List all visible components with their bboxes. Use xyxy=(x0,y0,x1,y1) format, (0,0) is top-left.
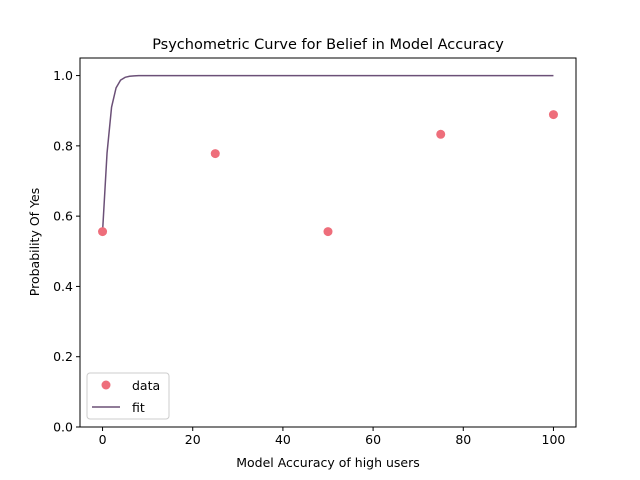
x-tick-label: 100 xyxy=(542,432,566,447)
x-axis-ticks: 0 20 40 60 80 100 xyxy=(99,427,566,447)
x-tick-label: 40 xyxy=(275,432,291,447)
y-tick-label: 0.8 xyxy=(53,138,73,153)
x-tick-label: 80 xyxy=(455,432,471,447)
legend-label-fit: fit xyxy=(132,400,145,415)
data-point xyxy=(548,110,558,120)
x-tick-label: 20 xyxy=(185,432,201,447)
data-point xyxy=(323,227,333,237)
legend-label-data: data xyxy=(132,378,160,393)
y-tick-label: 0.4 xyxy=(53,279,73,294)
x-tick-label: 60 xyxy=(365,432,381,447)
fit-line xyxy=(101,74,554,232)
x-tick-label: 0 xyxy=(99,432,107,447)
legend-marker-data xyxy=(101,380,111,390)
y-axis-label: Probability Of Yes xyxy=(27,188,42,296)
y-tick-label: 1.0 xyxy=(53,68,73,83)
series-layer xyxy=(98,74,558,237)
data-point xyxy=(210,149,220,159)
data-point xyxy=(98,227,108,237)
y-tick-label: 0.0 xyxy=(53,420,73,435)
y-axis-ticks: 0.0 0.2 0.4 0.6 0.8 1.0 xyxy=(53,68,80,435)
axes-frame xyxy=(79,57,577,428)
plot-area: 0 20 40 60 80 100 0.0 0.2 0.4 0.6 0.8 1.0 xyxy=(53,57,577,447)
x-axis-label: Model Accuracy of high users xyxy=(236,455,420,470)
data-point xyxy=(436,129,446,139)
chart-title: Psychometric Curve for Belief in Model A… xyxy=(152,37,504,53)
y-tick-label: 0.6 xyxy=(53,209,73,224)
y-tick-label: 0.2 xyxy=(53,349,73,364)
legend: data fit xyxy=(86,372,170,420)
